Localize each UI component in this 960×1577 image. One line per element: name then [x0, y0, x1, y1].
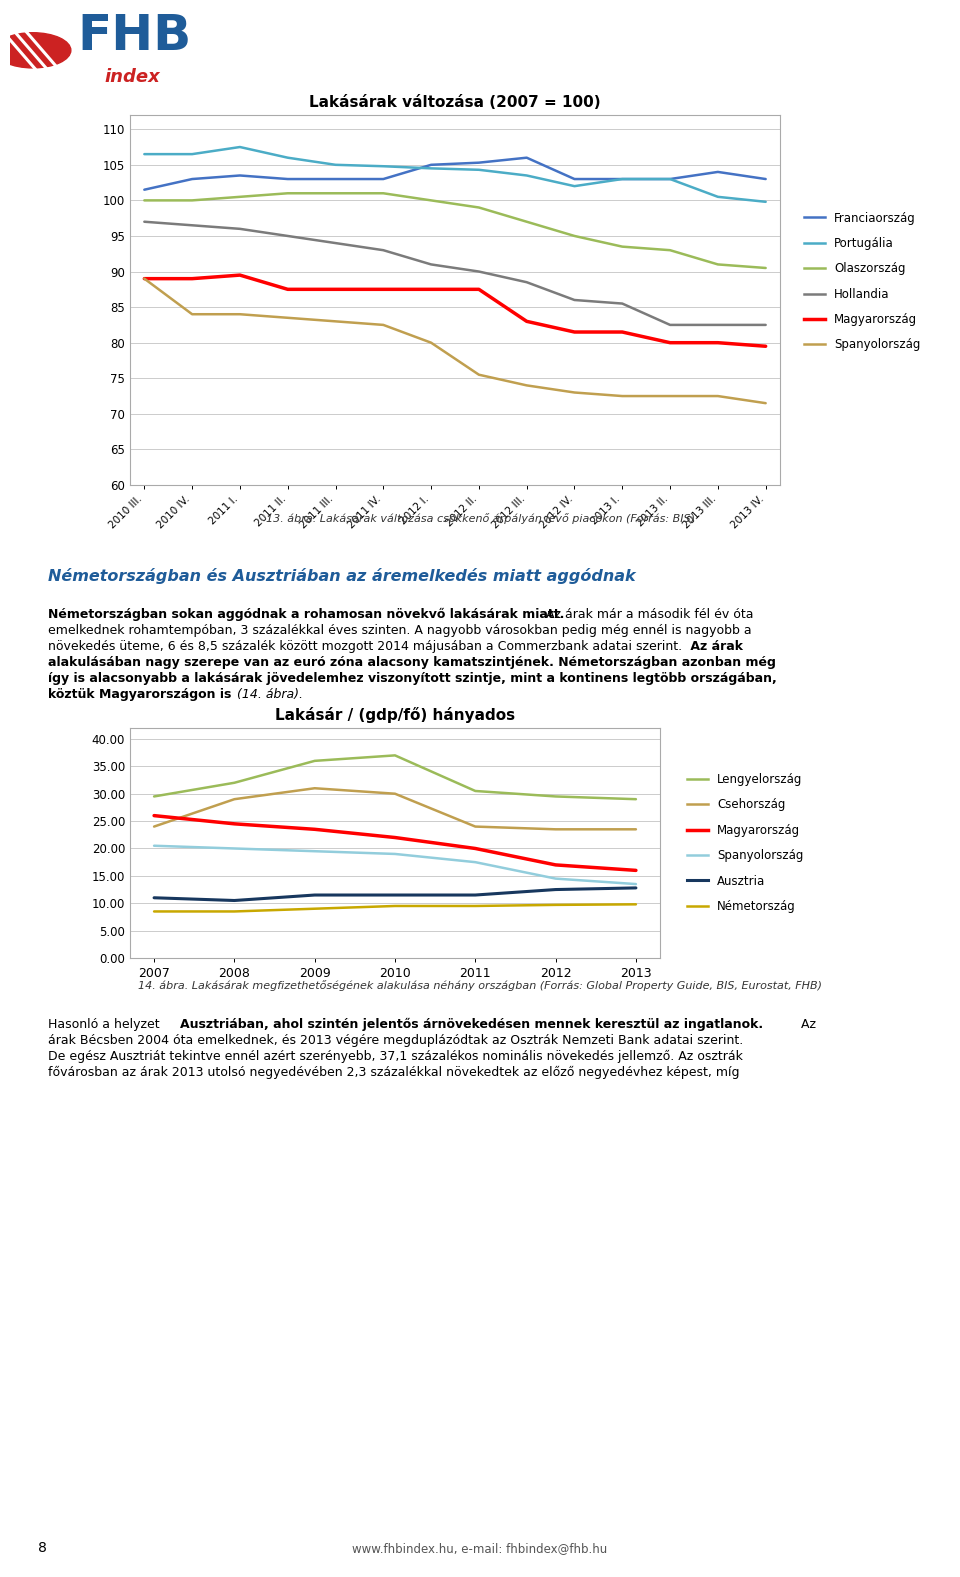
Text: FHB: FHB	[77, 11, 191, 60]
Text: növekedés üteme, 6 és 8,5 százalék között mozgott 2014 májusában a Commerzbank a: növekedés üteme, 6 és 8,5 százalék közöt…	[48, 640, 683, 653]
Text: De egész Ausztriát tekintve ennél azért szerényebb, 37,1 százalékos nominális nö: De egész Ausztriát tekintve ennél azért …	[48, 1050, 743, 1063]
Text: www.fhbindex.hu, e-mail: fhbindex@fhb.hu: www.fhbindex.hu, e-mail: fhbindex@fhb.hu	[352, 1542, 608, 1555]
Text: emelkednek rohamtempóban, 3 százalékkal éves szinten. A nagyobb városokban pedig: emelkednek rohamtempóban, 3 százalékkal …	[48, 624, 752, 637]
Legend: Lengyelország, Csehország, Magyarország, Spanyolország, Ausztria, Németország: Lengyelország, Csehország, Magyarország,…	[682, 768, 808, 918]
Text: 13. ábra. Lakásárak változása csökkenő árpályán lévő piacokon (Forrás: BIS): 13. ábra. Lakásárak változása csökkenő á…	[266, 513, 694, 524]
Legend: Franciaország, Portugália, Olaszország, Hollandia, Magyarország, Spanyolország: Franciaország, Portugália, Olaszország, …	[799, 207, 925, 356]
Text: Az: Az	[797, 1019, 816, 1031]
Text: 14. ábra. Lakásárak megfizethetőségének alakulása néhány országban (Forrás: Glob: 14. ábra. Lakásárak megfizethetőségének …	[138, 979, 822, 990]
Text: alakulásában nagy szerepe van az euró zóna alacsony kamatszintjének. Németország: alakulásában nagy szerepe van az euró zó…	[48, 656, 776, 669]
Text: Az árak már a második fél év óta: Az árak már a második fél év óta	[542, 609, 754, 621]
Text: Hasonló a helyzet: Hasonló a helyzet	[48, 1019, 163, 1031]
Text: Németországban és Ausztriában az áremelkedés miatt aggódnak: Németországban és Ausztriában az áremelk…	[48, 568, 636, 583]
Text: (14. ábra).: (14. ábra).	[233, 688, 303, 702]
Title: Lakásárak változása (2007 = 100): Lakásárak változása (2007 = 100)	[309, 95, 601, 110]
Text: köztük Magyarországon is: köztük Magyarországon is	[48, 688, 231, 702]
Circle shape	[0, 33, 71, 68]
Text: Az árak: Az árak	[686, 640, 743, 653]
Text: Ausztriában, ahol szintén jelentős árnövekedésen mennek keresztül az ingatlanok.: Ausztriában, ahol szintén jelentős árnöv…	[180, 1019, 763, 1031]
Text: fővárosban az árak 2013 utolsó negyedévében 2,3 százalékkal növekedtek az előző : fővárosban az árak 2013 utolsó negyedévé…	[48, 1066, 739, 1079]
Title: Lakásár / (gdp/fő) hányados: Lakásár / (gdp/fő) hányados	[275, 706, 516, 722]
Text: 8: 8	[38, 1541, 47, 1555]
Text: így is alacsonyabb a lakásárak jövedelemhez viszonyított szintje, mint a kontine: így is alacsonyabb a lakásárak jövedelem…	[48, 672, 777, 684]
Text: index: index	[105, 68, 160, 85]
Text: Németországban sokan aggódnak a rohamosan növekvő lakásárak miatt.: Németországban sokan aggódnak a rohamosa…	[48, 609, 564, 621]
Text: árak Bécsben 2004 óta emelkednek, és 2013 végére megduplázódtak az Osztrák Nemze: árak Bécsben 2004 óta emelkednek, és 201…	[48, 1035, 743, 1047]
